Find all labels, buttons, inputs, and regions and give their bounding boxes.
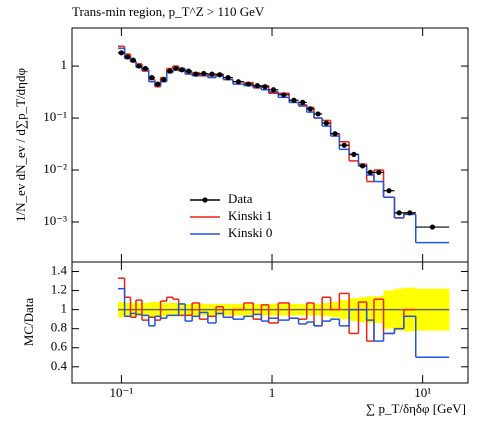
data-point	[118, 50, 124, 56]
x-tick-label: 10¹	[414, 385, 431, 400]
y-tick-label: 1.4	[51, 263, 68, 278]
plot-area	[118, 45, 450, 244]
data-point	[225, 74, 231, 81]
legend-label: Data	[228, 191, 253, 206]
data-point	[149, 74, 155, 81]
data-point	[270, 87, 277, 93]
data-point	[186, 68, 192, 74]
data-point	[407, 210, 413, 216]
legend-swatch	[202, 197, 208, 203]
chart-title: Trans-min region, p_T^Z > 110 GeV	[72, 4, 265, 19]
ratio-area	[118, 277, 450, 359]
data-point	[376, 169, 382, 176]
data-point	[307, 106, 313, 112]
data-point	[235, 79, 241, 85]
data-point	[193, 71, 199, 77]
data-point	[291, 97, 297, 103]
y-tick-label: 0.6	[51, 339, 68, 354]
y-tick-label: 1	[61, 301, 68, 316]
data-point	[179, 67, 185, 73]
y-tick-label: 1	[61, 57, 68, 72]
data-point	[136, 63, 142, 69]
data-point	[429, 224, 436, 230]
y-tick-label: 10⁻²	[43, 161, 67, 176]
y-axis-label: MC/Data	[21, 298, 36, 347]
data-point	[351, 151, 357, 157]
data-point	[155, 81, 161, 87]
data-point	[142, 65, 148, 72]
data-point	[262, 84, 268, 90]
data-point	[201, 70, 207, 77]
data-point	[332, 131, 338, 137]
data-point	[300, 99, 306, 105]
data-point	[367, 169, 373, 176]
x-axis-label: ∑ p_T/δηδφ [GeV]	[366, 401, 466, 416]
data-point	[161, 76, 167, 83]
x-tick-label: 1	[269, 385, 276, 400]
data-point	[386, 188, 392, 194]
data-point	[254, 83, 260, 89]
data-point	[359, 163, 366, 169]
data-point	[281, 92, 287, 98]
data-point	[245, 81, 252, 87]
data-point	[341, 142, 347, 148]
data-point	[396, 210, 402, 216]
data-point	[167, 68, 173, 74]
frame	[71, 261, 469, 384]
data-point	[217, 72, 223, 78]
axes: 10⁻³ 10⁻² 10⁻¹ 1 Data Kinski 1 Kinski 0 0.4 0.6 0…	[43, 28, 468, 400]
y-tick-label: 0.4	[51, 358, 68, 373]
legend-label: Kinski 1	[228, 208, 272, 223]
y-tick-label: 0.8	[51, 320, 67, 335]
x-tick-label: 10⁻¹	[110, 385, 134, 400]
data-point	[173, 65, 179, 72]
data-point	[323, 120, 329, 126]
y-tick-label: 10⁻³	[43, 213, 67, 228]
data-point	[130, 57, 136, 63]
data-point	[124, 54, 131, 60]
y-tick-label: 1.2	[51, 282, 67, 297]
y-axis-label: 1/N_ev dN_ev / d∑p_T/dηdφ	[13, 68, 28, 222]
legend-label: Kinski 0	[228, 225, 272, 240]
data-point	[209, 71, 215, 77]
data-point	[315, 111, 321, 117]
y-tick-label: 10⁻¹	[43, 109, 67, 124]
